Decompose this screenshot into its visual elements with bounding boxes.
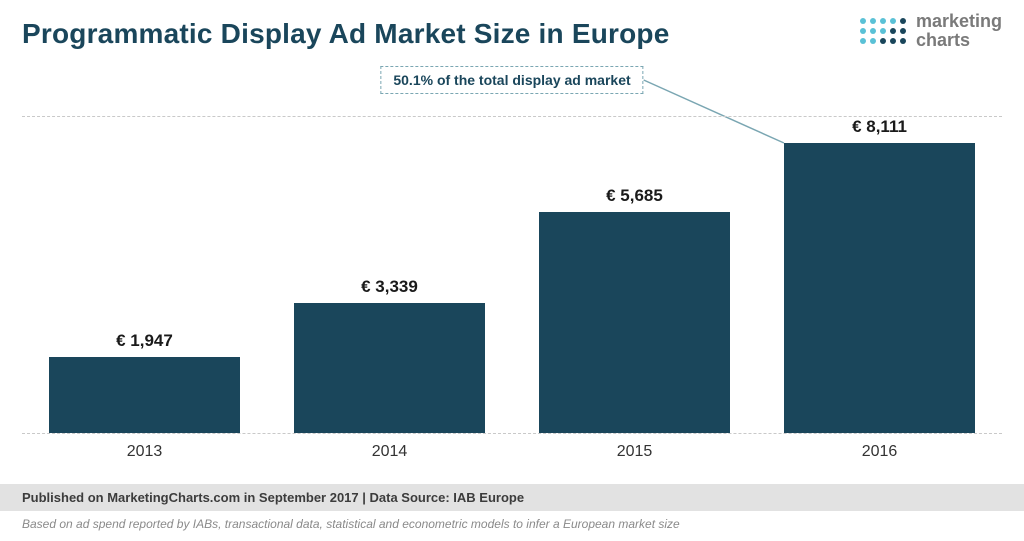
x-axis: 2013201420152016 xyxy=(22,438,1002,466)
logo-dot xyxy=(900,28,906,34)
logo-dot xyxy=(890,28,896,34)
bar-slot: € 1,947 xyxy=(22,117,267,433)
logo-dot xyxy=(890,18,896,24)
logo-dot xyxy=(860,38,866,44)
bar-slot: € 3,339 xyxy=(267,117,512,433)
x-tick-label: 2014 xyxy=(267,443,512,461)
footer: Published on MarketingCharts.com in Sept… xyxy=(0,484,1024,541)
callout-box: 50.1% of the total display ad market xyxy=(380,66,643,94)
logo-text: marketing charts xyxy=(916,12,1002,50)
logo-dot xyxy=(860,28,866,34)
bar xyxy=(539,212,730,433)
logo-dot xyxy=(900,18,906,24)
x-tick-label: 2015 xyxy=(512,443,757,461)
chart-title: Programmatic Display Ad Market Size in E… xyxy=(22,18,1002,50)
brand-logo: marketing charts xyxy=(860,12,1002,50)
logo-dot xyxy=(880,28,886,34)
logo-dot xyxy=(860,18,866,24)
logo-dot xyxy=(870,18,876,24)
logo-dot xyxy=(870,28,876,34)
bar-slot: € 5,685 xyxy=(512,117,757,433)
logo-text-bottom: charts xyxy=(916,31,1002,50)
x-tick-label: 2013 xyxy=(22,443,267,461)
plot-area: € 1,947 € 3,339 € 5,685 € 8,111 xyxy=(22,116,1002,434)
chart-container: Programmatic Display Ad Market Size in E… xyxy=(0,0,1024,541)
bar-value-label: € 8,111 xyxy=(852,117,907,137)
chart-area: 50.1% of the total display ad market € 1… xyxy=(22,66,1002,466)
logo-dot xyxy=(890,38,896,44)
logo-dot xyxy=(870,38,876,44)
logo-dot xyxy=(900,38,906,44)
logo-dot xyxy=(880,18,886,24)
footer-note: Based on ad spend reported by IABs, tran… xyxy=(0,511,1024,541)
bars-group: € 1,947 € 3,339 € 5,685 € 8,111 xyxy=(22,117,1002,433)
bar xyxy=(49,357,240,433)
bar xyxy=(294,303,485,433)
publication-line: Published on MarketingCharts.com in Sept… xyxy=(0,484,1024,511)
x-tick-label: 2016 xyxy=(757,443,1002,461)
bar-value-label: € 3,339 xyxy=(361,277,418,297)
bar-value-label: € 1,947 xyxy=(116,331,173,351)
bar xyxy=(784,143,975,433)
logo-dot xyxy=(880,38,886,44)
logo-text-top: marketing xyxy=(916,12,1002,31)
logo-dots-icon xyxy=(860,18,906,44)
bar-value-label: € 5,685 xyxy=(606,186,663,206)
bar-slot: € 8,111 xyxy=(757,117,1002,433)
